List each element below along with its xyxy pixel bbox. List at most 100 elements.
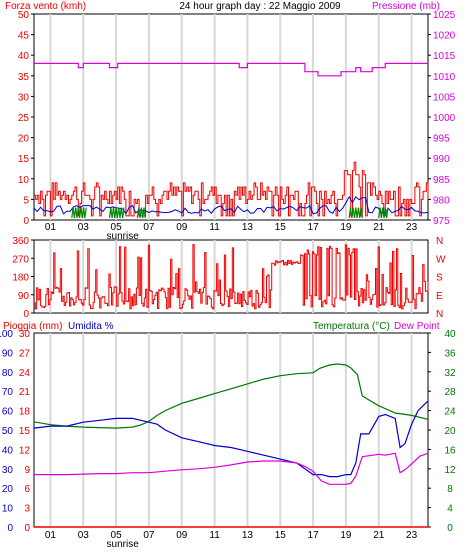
rain-tick-label: 6 — [24, 484, 30, 495]
wind-average-trace — [33, 195, 429, 215]
direction-tick-label: 90 — [18, 291, 30, 302]
wind-tick-label: 10 — [18, 175, 30, 186]
compass-label: N — [436, 309, 443, 320]
wind-tick-label: 20 — [18, 134, 30, 145]
pressure-tick-label: 985 — [433, 175, 450, 186]
panel1-hour-label: 15 — [275, 222, 287, 233]
rain-tick-label: 24 — [19, 368, 31, 379]
panel3-hour-label: 03 — [78, 530, 90, 541]
wind-tick-label: 45 — [18, 31, 30, 42]
temp-tick-label: 32 — [444, 368, 456, 379]
humidity-tick-label: 40 — [2, 445, 14, 456]
panel3-hour-label: 23 — [406, 530, 418, 541]
panel3-hour-label: 11 — [209, 530, 220, 541]
wind-tick-label: 25 — [18, 113, 30, 124]
rain-tick-label: 12 — [19, 445, 31, 456]
humidity-tick-label: 60 — [2, 407, 14, 418]
panel1-hour-label: 19 — [340, 222, 352, 233]
humidity-tick-label: 0 — [7, 523, 13, 534]
panel3-hour-label: 19 — [340, 530, 352, 541]
temp-humidity-panel — [33, 332, 429, 528]
pressure-axis-title: Pressione (mb) — [372, 1, 440, 12]
compass-label: S — [436, 273, 443, 284]
panel1-hour-label: 03 — [78, 222, 90, 233]
panel1-hour-label: 23 — [406, 222, 418, 233]
temp-tick-label: 24 — [444, 407, 456, 418]
chart-title: 24 hour graph day : 22 Maggio 2009 — [179, 1, 341, 12]
direction-tick-label: 360 — [12, 236, 29, 247]
panel1-hour-label: 01 — [45, 222, 57, 233]
humidity-tick-label: 20 — [2, 484, 14, 495]
rain-tick-label: 15 — [19, 426, 31, 437]
wind-direction-trace — [34, 244, 429, 310]
rain-tick-label: 27 — [19, 348, 31, 359]
wind-gust-burst — [108, 207, 125, 218]
panel1-hour-label: 09 — [176, 222, 188, 233]
rain-tick-label: 3 — [24, 504, 30, 515]
rain-tick-label: 0 — [24, 523, 30, 534]
humidity-tick-label: 90 — [2, 348, 14, 359]
wind-tick-label: 35 — [18, 72, 30, 83]
panel1-sunrise-label: sunrise — [107, 231, 140, 242]
dewpoint-axis-title: Dew Point — [394, 321, 440, 332]
wind-gust-burst — [71, 207, 87, 218]
wind-tick-label: 50 — [18, 10, 30, 21]
temp-tick-label: 8 — [447, 484, 453, 495]
wind-gust-burst — [378, 207, 389, 218]
pressure-tick-label: 1005 — [433, 92, 456, 103]
wind-tick-label: 15 — [18, 154, 30, 165]
wind-gust-burst — [348, 207, 363, 218]
wind-tick-label: 0 — [23, 216, 29, 227]
rain-tick-label: 9 — [24, 465, 30, 476]
humidity-tick-label: 70 — [2, 387, 14, 398]
panel3-sunrise-label: sunrise — [107, 539, 140, 550]
pressure-tick-label: 1020 — [433, 31, 456, 42]
direction-tick-label: 180 — [12, 273, 29, 284]
temp-tick-label: 16 — [444, 445, 456, 456]
panel3-hour-label: 07 — [143, 530, 155, 541]
humidity-tick-label: 100 — [0, 329, 13, 340]
wind-gust-burst — [136, 207, 146, 218]
temperature-axis-title: Temperatura (°C) — [313, 321, 390, 332]
panel1-hour-label: 13 — [242, 222, 254, 233]
humidity-tick-label: 10 — [2, 504, 14, 515]
pressure-tick-label: 995 — [433, 134, 450, 145]
panel3-hour-label: 05 — [111, 530, 123, 541]
panel1-hour-label: 05 — [111, 222, 123, 233]
wind-axis-title: Forza vento (kmh) — [5, 1, 87, 12]
direction-tick-label: 270 — [12, 254, 29, 265]
panel1-hour-label: 21 — [373, 222, 385, 233]
pressure-tick-label: 990 — [433, 154, 450, 165]
temp-tick-label: 28 — [444, 387, 456, 398]
dewpoint-line — [34, 452, 429, 485]
temp-tick-label: 4 — [447, 504, 453, 515]
wind-pressure-panel — [33, 13, 429, 221]
panel3-hour-label: 13 — [242, 530, 254, 541]
direction-tick-label: 0 — [23, 309, 29, 320]
pressure-tick-label: 1025 — [433, 10, 456, 21]
temperature-line — [33, 363, 429, 429]
rain-tick-label: 30 — [19, 329, 31, 340]
panel3-hour-label: 01 — [45, 530, 57, 541]
temp-tick-label: 12 — [444, 465, 456, 476]
rain-tick-label: 21 — [19, 387, 31, 398]
panel1-hour-label: 11 — [209, 222, 220, 233]
pressure-tick-label: 975 — [433, 216, 450, 227]
humidity-tick-label: 30 — [2, 465, 14, 476]
wind-tick-label: 30 — [18, 92, 30, 103]
humidity-axis-title: Umidita % — [68, 321, 114, 332]
temp-tick-label: 36 — [444, 348, 456, 359]
rain-tick-label: 18 — [19, 407, 31, 418]
pressure-tick-label: 1015 — [433, 51, 456, 62]
rain-axis-title: Pioggia (mm) — [3, 321, 63, 332]
wind-tick-label: 5 — [23, 195, 29, 206]
temp-tick-label: 20 — [444, 426, 456, 437]
pressure-line — [34, 62, 428, 77]
pressure-tick-label: 980 — [433, 195, 450, 206]
temp-tick-label: 40 — [444, 329, 456, 340]
panel3-hour-label: 17 — [308, 530, 320, 541]
wind-speed-trace — [34, 161, 429, 217]
temp-tick-label: 0 — [447, 523, 453, 534]
